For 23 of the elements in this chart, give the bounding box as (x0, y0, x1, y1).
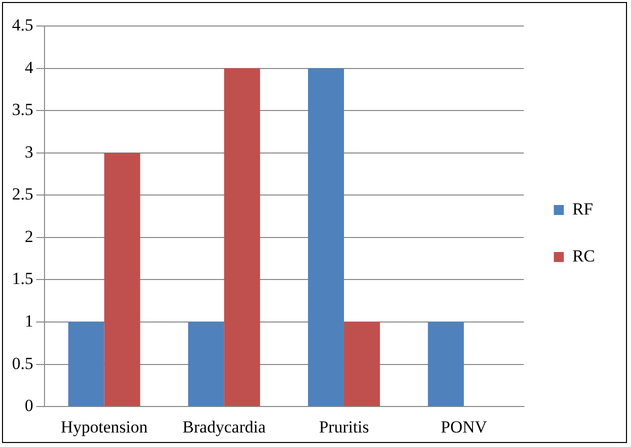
bar (188, 322, 224, 406)
y-tick-label: 3.5 (12, 100, 34, 120)
legend-label: RF (572, 199, 594, 218)
x-tick-label: Pruritis (318, 417, 370, 436)
y-tick-label: 4.5 (12, 15, 34, 34)
bar (344, 322, 380, 406)
legend-label: RC (572, 246, 596, 266)
y-tick-label: 1 (24, 311, 34, 330)
x-tick-label: Bradycardia (182, 417, 266, 436)
bar (308, 68, 344, 406)
x-tick-label: Hypotension (60, 417, 148, 436)
y-tick-label: 2 (24, 226, 34, 246)
y-tick-label: 0.5 (12, 354, 34, 373)
y-tick-label: 0 (24, 396, 34, 416)
bar (428, 322, 464, 406)
y-tick-label: 1.5 (12, 269, 34, 288)
y-tick-label: 4 (24, 58, 34, 77)
y-tick-label: 3 (24, 142, 34, 162)
x-tick-label: PONV (440, 417, 488, 436)
y-tick-label: 2.5 (12, 184, 34, 204)
bar (224, 68, 260, 406)
bar (68, 322, 104, 406)
bar (104, 152, 140, 406)
